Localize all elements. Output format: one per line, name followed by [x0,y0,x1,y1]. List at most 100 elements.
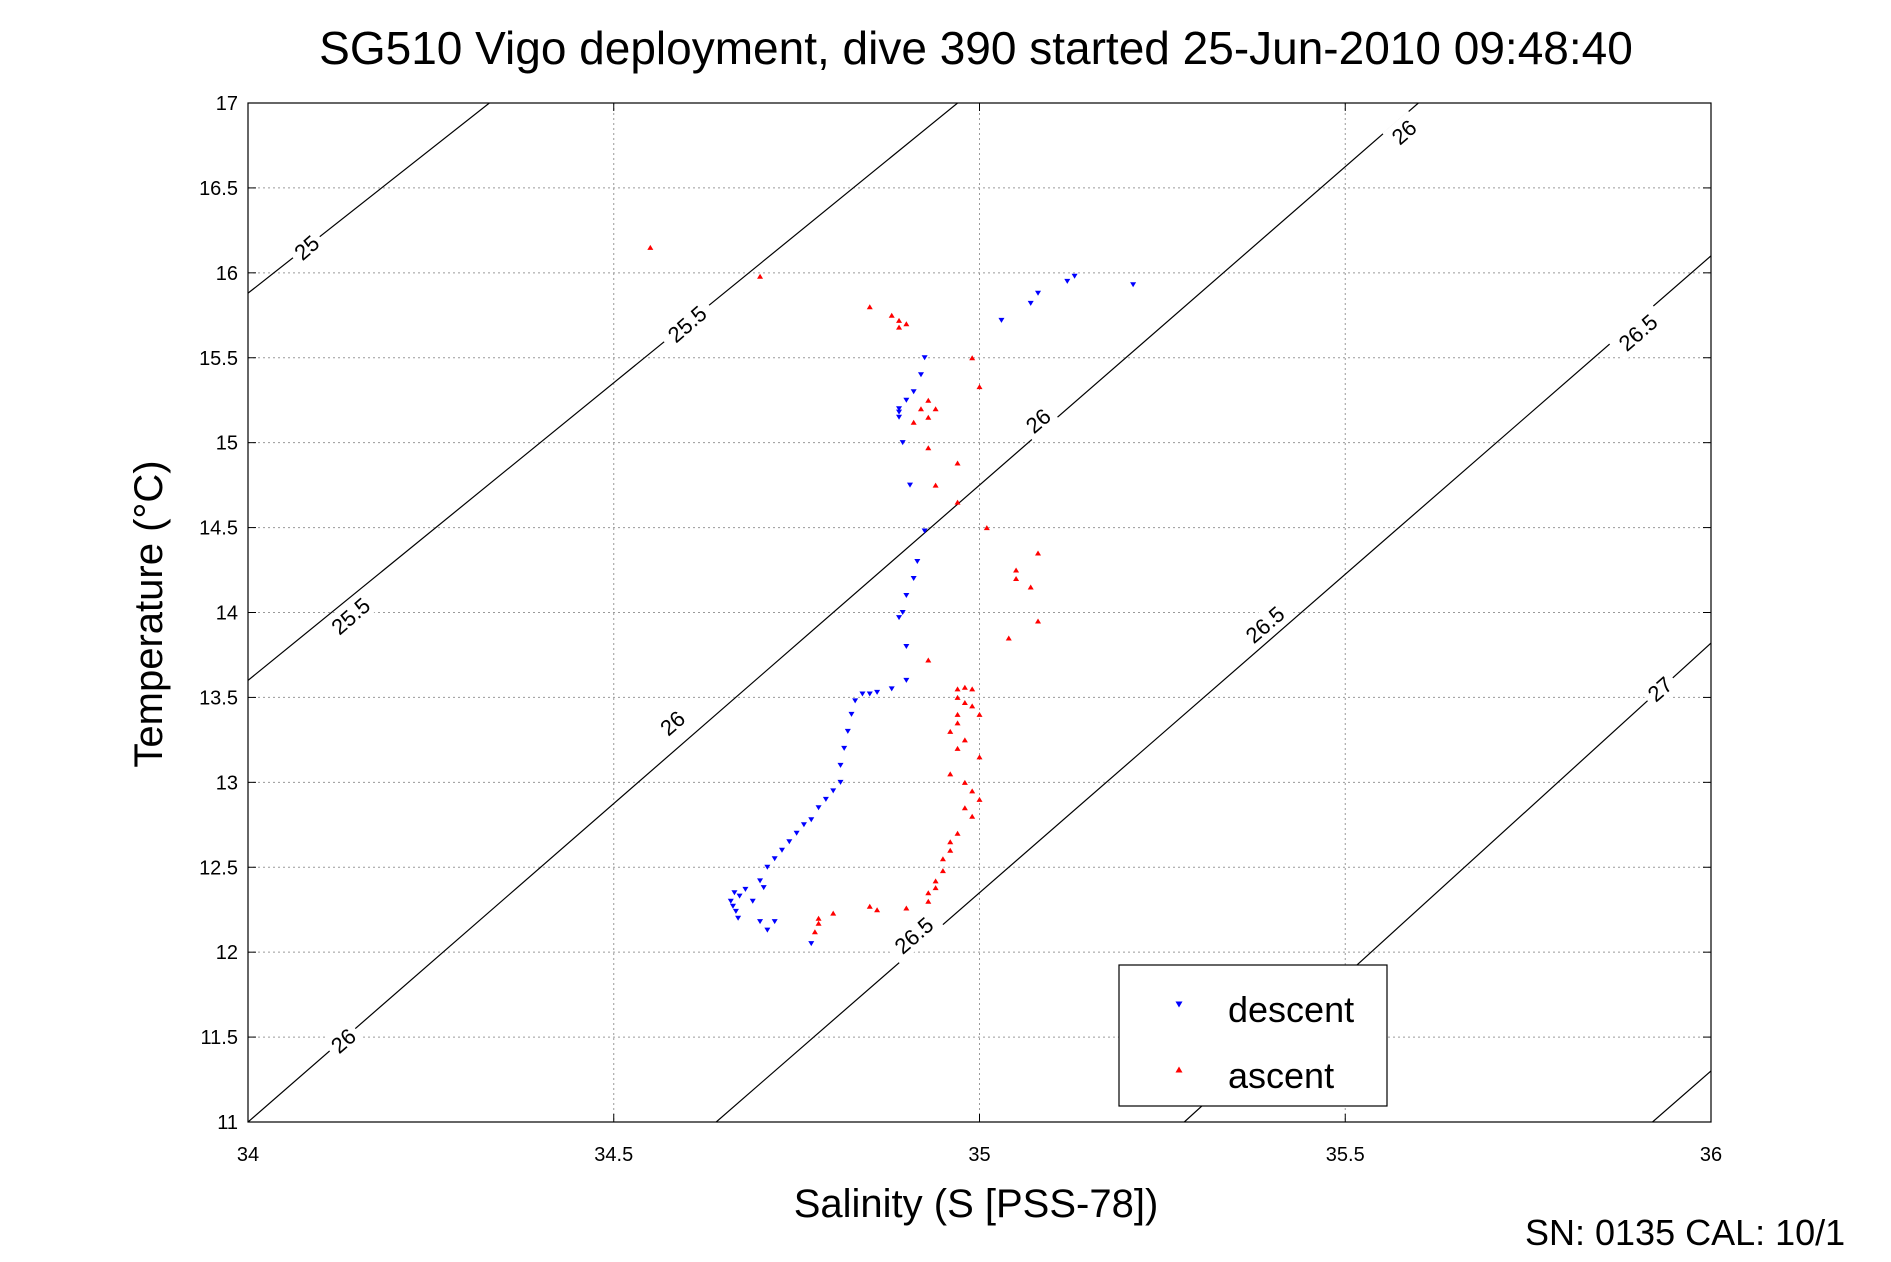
ascent-point [939,868,946,874]
x-tick-label: 34.5 [594,1144,633,1166]
legend-label-ascent: ascent [1228,1055,1334,1096]
x-tick-labels: 34 34.5 35 35.5 36 [237,1144,1722,1166]
ascent-point [910,419,917,425]
descent-point [793,830,800,836]
descent-point [1035,290,1042,296]
contour-label-bg [656,294,718,353]
y-tick-label: 13 [216,772,238,794]
descent-point [903,643,910,649]
ascent-point [925,414,932,420]
ascent-point [1013,567,1020,573]
contour-label: 25.5 [319,587,381,645]
ascent-point [954,499,961,505]
isopycnal-contour-line [715,255,1711,1122]
ascent-point [954,694,961,700]
descent-point [921,528,928,534]
descent-point [808,817,815,823]
y-tick-label: 15.5 [199,348,238,370]
ascent-point [866,903,873,909]
ascent-point [961,805,968,811]
descent-point [998,317,1005,323]
descent-point [736,893,743,899]
contour-label: 26 [1016,399,1060,442]
descent-point [1130,282,1137,288]
descent-point [903,593,910,599]
descent-point [910,389,917,395]
ascent-point [757,273,764,279]
contour-label-text: 26 [655,706,690,741]
y-tick-label: 12.5 [199,857,238,879]
legend: descent ascent [1118,964,1388,1107]
y-tick-label: 11.5 [201,1027,238,1049]
data-points [647,244,1137,947]
ascent-point [954,460,961,466]
descent-point [1064,278,1071,284]
ascent-point [947,771,954,777]
descent-point [896,615,903,621]
legend-marker-ascent [1175,1066,1183,1073]
ascent-point [976,384,983,390]
descent-point [837,762,844,768]
descent-point [848,711,855,717]
ascent-point [888,312,895,318]
descent-point [764,927,771,933]
contour-label-bg [321,1019,365,1062]
ascent-point [947,847,954,853]
ascent-point [815,920,822,926]
ascent-point [976,711,983,717]
x-tick-label: 35.5 [1326,1144,1365,1166]
descent-point [859,691,866,697]
contour-label: 26 [650,701,694,744]
descent-point [907,482,914,488]
ascent-point [925,890,932,896]
descent-point [874,689,881,695]
descent-point [841,745,848,751]
descent-point [771,856,778,862]
descent-point [896,414,903,420]
ascent-point [1035,550,1042,556]
ascent-point [903,321,910,327]
descent-point [786,839,793,845]
ascent-point [903,905,910,911]
ascent-point [917,406,924,412]
ascent-point [954,745,961,751]
contour-label-text: 26 [1021,404,1056,439]
ascent-point [815,915,822,921]
ascent-point [1005,635,1012,641]
ascent-point [939,856,946,862]
ascent-point [647,244,654,250]
descent-point [866,691,873,697]
y-tick-label: 13.5 [199,687,238,709]
contour-label-bg [883,906,945,965]
descent-point [899,610,906,615]
contour-label-bg [1638,667,1682,710]
ascent-point [874,907,881,913]
descent-point [735,915,742,921]
contour-label-bg [650,701,694,744]
descent-point [727,898,734,904]
y-tick-label: 14.5 [199,518,238,540]
ascent-point [896,317,903,323]
contour-label-bg [1234,595,1296,654]
ascent-point [961,737,968,743]
descent-point [1027,300,1034,306]
ascent-point [925,898,932,904]
ascent-point [896,324,903,330]
descent-point [844,728,851,734]
descent-point [757,919,764,925]
ascent-point [983,525,990,531]
ascent-point [969,703,976,709]
ascent-point [954,830,961,836]
descent-point [764,864,771,870]
y-tick-label: 15 [216,433,238,455]
descent-point [749,898,756,904]
ascent-point [947,839,954,845]
ascent-point [932,885,939,891]
ascent-point [961,779,968,785]
y-tick-label: 14 [216,603,238,625]
ascent-point [954,720,961,726]
y-tick-label: 11 [217,1112,238,1134]
contour-label: 26.5 [883,906,945,965]
contour-label-text: 25 [289,230,324,265]
